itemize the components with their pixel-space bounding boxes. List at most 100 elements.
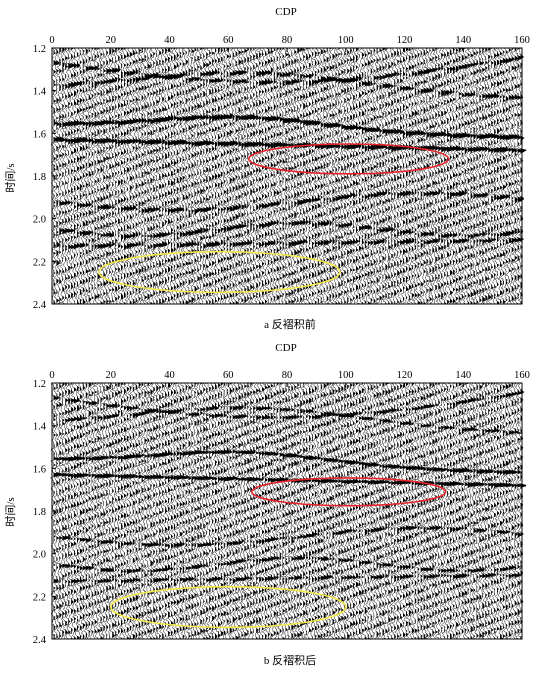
seismic-trace	[146, 47, 157, 305]
seismic-trace	[285, 47, 294, 305]
seismic-trace	[499, 382, 510, 640]
panel-a-seismic-traces	[50, 47, 528, 305]
x-tick-label: 140	[455, 370, 471, 381]
seismic-trace	[53, 382, 62, 640]
panel-a-caption: a 反褶积前	[264, 317, 316, 331]
y-tick-label: 1.8	[33, 172, 46, 183]
seismic-trace	[379, 382, 388, 640]
seismic-trace	[393, 382, 404, 640]
x-tick-label: 40	[164, 35, 175, 46]
seismic-trace	[82, 47, 91, 305]
seismic-trace	[79, 47, 88, 305]
seismic-trace	[214, 47, 226, 305]
seismic-trace	[429, 47, 439, 305]
seismic-trace	[437, 382, 447, 640]
panel-a: CDP 时间/s 0 20 40 60 80 100 120 140 160 1.2 1.4 1.6…	[4, 6, 530, 331]
seismic-trace	[308, 47, 319, 305]
seismic-trace	[332, 47, 341, 305]
seismic-trace	[287, 47, 297, 305]
seismic-trace	[356, 382, 363, 640]
seismic-trace	[505, 47, 516, 305]
seismic-trace	[205, 47, 215, 305]
seismic-trace	[310, 382, 320, 640]
seismic-trace	[440, 47, 451, 305]
seismic-trace	[158, 382, 168, 640]
seismic-trace	[352, 382, 361, 640]
seismic-trace	[91, 47, 100, 305]
seismic-trace	[61, 47, 72, 305]
seismic-trace	[220, 382, 231, 640]
seismic-trace	[85, 47, 94, 305]
x-tick-label: 100	[338, 35, 354, 46]
seismic-trace	[490, 382, 499, 640]
highlight-ellipse	[251, 477, 447, 507]
seismic-trace	[214, 382, 225, 640]
seismic-trace	[96, 382, 107, 640]
seismic-trace	[376, 382, 386, 640]
seismic-trace	[273, 47, 284, 305]
seismic-trace	[455, 47, 465, 305]
seismic-trace	[402, 47, 412, 304]
seismic-trace	[425, 382, 435, 640]
seismic-trace	[297, 382, 307, 640]
seismic-trace	[185, 382, 196, 640]
seismic-trace	[487, 382, 496, 640]
highlight-ellipse	[98, 250, 341, 294]
seismic-trace	[211, 47, 220, 305]
seismic-trace	[282, 382, 292, 640]
seismic-trace	[373, 382, 384, 640]
seismic-trace	[305, 47, 317, 305]
seismic-trace	[203, 47, 212, 305]
seismic-trace	[252, 47, 262, 305]
seismic-trace	[135, 47, 143, 305]
seismic-trace	[473, 382, 484, 640]
seismic-trace	[285, 382, 296, 640]
seismic-trace	[56, 47, 65, 305]
seismic-trace	[475, 47, 486, 305]
x-tick-label: 160	[514, 35, 530, 46]
seismic-trace	[90, 382, 101, 640]
panel-a-highlights	[98, 143, 450, 294]
y-tick-label: 1.2	[33, 44, 46, 55]
seismic-trace	[232, 47, 241, 305]
y-tick-label: 2.4	[33, 300, 47, 311]
seismic-trace	[76, 47, 86, 305]
x-tick-label: 20	[106, 35, 117, 46]
seismic-trace	[128, 382, 138, 640]
seismic-trace	[491, 47, 500, 305]
seismic-trace	[211, 382, 221, 640]
seismic-trace	[58, 47, 68, 305]
seismic-trace	[158, 47, 169, 305]
seismic-trace	[138, 47, 146, 305]
panel-b-x-axis-title: CDP	[275, 342, 296, 354]
seismic-trace	[461, 382, 470, 640]
seismic-trace	[337, 47, 348, 305]
panel-b-x-ticks: 0 20 40 60 80 100 120 140 160	[49, 370, 530, 387]
seismic-trace	[446, 382, 457, 640]
seismic-trace	[82, 382, 92, 640]
seismic-trace	[131, 382, 141, 640]
seismic-trace	[305, 382, 315, 640]
seismic-trace	[261, 47, 272, 305]
seismic-trace	[344, 382, 354, 640]
seismic-trace	[464, 47, 473, 305]
seismic-trace	[417, 47, 427, 305]
seismic-trace	[444, 382, 455, 640]
seismic-trace	[152, 382, 163, 640]
seismic-trace	[461, 47, 470, 305]
seismic-trace	[293, 382, 302, 640]
panel-b-y-axis-title: 时间/s	[4, 497, 17, 526]
seismic-trace	[188, 382, 198, 640]
seismic-trace	[64, 382, 74, 640]
seismic-trace	[335, 382, 344, 640]
seismic-trace	[222, 48, 234, 305]
seismic-trace	[340, 382, 351, 640]
seismic-trace	[481, 47, 492, 305]
seismic-trace	[232, 382, 241, 640]
seismic-trace	[67, 47, 78, 304]
seismic-trace	[361, 382, 371, 640]
seismic-trace	[96, 47, 107, 305]
seismic-trace	[340, 47, 349, 305]
seismic-trace	[55, 382, 65, 640]
seismic-trace	[449, 47, 459, 305]
